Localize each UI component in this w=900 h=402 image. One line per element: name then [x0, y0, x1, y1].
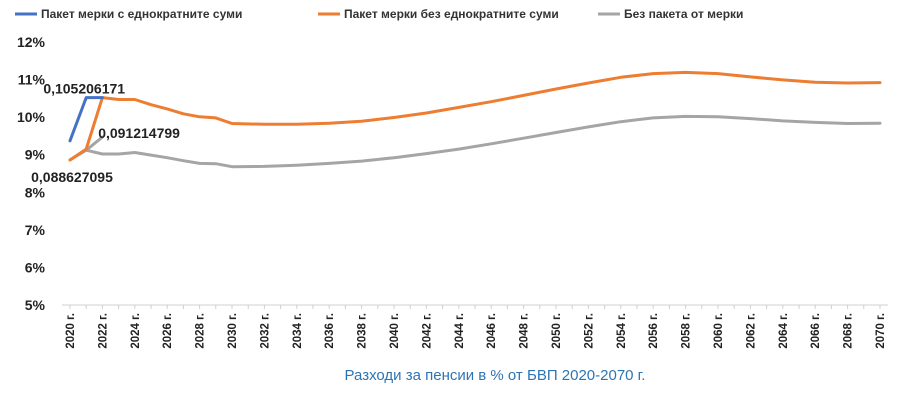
series-line [68, 70, 882, 162]
x-tick-label: 2026 г. [162, 313, 174, 349]
x-tick-label: 2024 г. [130, 313, 142, 349]
y-tick-label: 6% [25, 259, 46, 275]
x-tick-label: 2056 г. [648, 313, 660, 349]
x-tick-label: 2048 г. [519, 313, 531, 349]
y-tick-label: 5% [25, 297, 46, 313]
legend-label: Без пакета от мерки [624, 7, 743, 21]
x-tick-label: 2020 г. [65, 313, 77, 349]
series-line [68, 114, 882, 169]
x-tick-label: 2068 г. [843, 313, 855, 349]
x-tick-label: 2066 г. [810, 313, 822, 349]
y-tick-label: 12% [17, 34, 46, 50]
x-tick-label: 2062 г. [745, 313, 757, 349]
x-tick-label: 2022 г. [97, 313, 109, 349]
x-tick-label: 2032 г. [259, 313, 271, 349]
x-tick-label: 2036 г. [324, 313, 336, 349]
x-axis-ticks: 2020 г. 2022 г. 2024 г. 2026 г. 2028 г. 2030 … [65, 305, 887, 349]
y-axis-ticks: 5% 6% 7% 8% 9% 10% 11% 12% [17, 34, 46, 313]
x-tick-label: 2064 г. [778, 313, 790, 349]
y-tick-label: 10% [17, 109, 46, 125]
x-tick-label: 2058 г. [681, 313, 693, 349]
series-lines [68, 70, 882, 169]
legend-label: Пакет мерки с еднократните суми [41, 7, 242, 21]
y-tick-label: 9% [25, 147, 46, 163]
x-tick-label: 2028 г. [195, 313, 207, 349]
data-label: 0,088627095 [31, 169, 113, 185]
y-tick-label: 11% [18, 72, 46, 88]
x-tick-label: 2050 г. [551, 313, 563, 349]
legend: Пакет мерки с еднократните суми Пакет мер… [15, 7, 743, 21]
x-tick-label: 2034 г. [292, 313, 304, 349]
y-tick-label: 7% [25, 222, 46, 238]
x-tick-label: 2054 г. [616, 313, 628, 349]
data-label: 0,105206171 [43, 81, 125, 97]
data-label: 0,091214799 [98, 125, 180, 141]
series-line [68, 96, 104, 143]
x-tick-label: 2046 г. [486, 313, 498, 349]
y-tick-label: 8% [25, 184, 46, 200]
x-tick-label: 2040 г. [389, 313, 401, 349]
series-line [84, 135, 104, 152]
legend-label: Пакет мерки без еднократните суми [344, 7, 559, 21]
x-tick-label: 2038 г. [357, 313, 369, 349]
x-tick-label: 2042 г. [421, 313, 433, 349]
x-tick-label: 2060 г. [713, 313, 725, 349]
x-tick-label: 2030 г. [227, 313, 239, 349]
x-tick-label: 2044 г. [454, 313, 466, 349]
data-labels: 0,105206171 0,091214799 0,088627095 [31, 81, 180, 185]
chart-title: Разходи за пенсии в % от БВП 2020-2070 г… [345, 367, 646, 384]
x-tick-label: 2070 г. [875, 313, 887, 349]
x-tick-label: 2052 г. [583, 313, 595, 349]
